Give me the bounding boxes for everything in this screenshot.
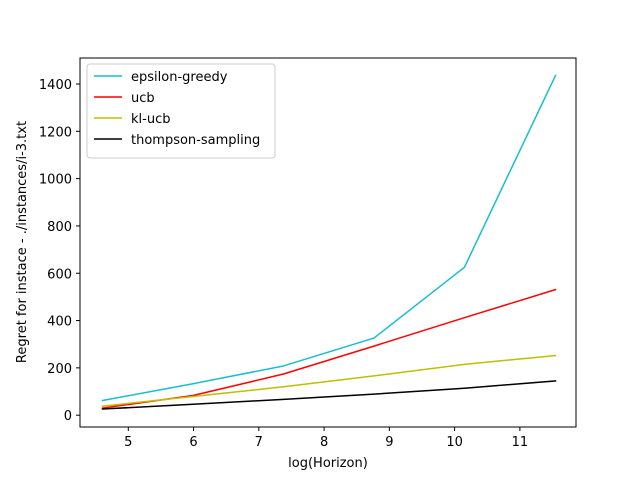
- y-tick-label: 1400: [39, 78, 72, 93]
- y-tick-label: 800: [47, 220, 72, 235]
- y-tick-label: 600: [47, 267, 72, 282]
- series-layer: [101, 74, 557, 410]
- legend-label: epsilon-greedy: [131, 70, 228, 85]
- legend-box: [86, 63, 276, 159]
- y-tick-label: 200: [47, 362, 72, 377]
- x-tick-label: 5: [124, 435, 132, 450]
- legend-label: ucb: [131, 91, 155, 106]
- y-axis-ticks: 0 200 400 600 800 1000 1200 1400: [39, 78, 80, 424]
- y-tick-label: 400: [47, 315, 72, 330]
- legend: epsilon-greedy ucb kl-ucb thompson-sampling: [86, 63, 276, 159]
- y-tick-label: 0: [64, 409, 72, 424]
- x-tick-label: 11: [512, 435, 529, 450]
- x-tick-label: 10: [446, 435, 463, 450]
- series-line-thompson-sampling: [101, 380, 557, 410]
- x-tick-label: 7: [255, 435, 263, 450]
- plot-frame: [79, 57, 577, 428]
- legend-label: thompson-sampling: [131, 133, 260, 148]
- y-tick-label: 1000: [39, 173, 72, 188]
- y-tick-label: 1200: [39, 125, 72, 140]
- series-line-epsilon-greedy: [101, 74, 557, 402]
- x-tick-label: 8: [320, 435, 328, 450]
- x-axis-ticks: 5 6 7 8 9 10 11: [124, 427, 528, 450]
- y-axis-label: Regret for instace - ./instances/i-3.txt: [15, 121, 30, 363]
- x-tick-label: 9: [385, 435, 393, 450]
- series-line-kl-ucb: [101, 354, 557, 408]
- x-tick-label: 6: [189, 435, 197, 450]
- x-axis-label: log(Horizon): [288, 456, 368, 471]
- legend-label: kl-ucb: [131, 112, 170, 127]
